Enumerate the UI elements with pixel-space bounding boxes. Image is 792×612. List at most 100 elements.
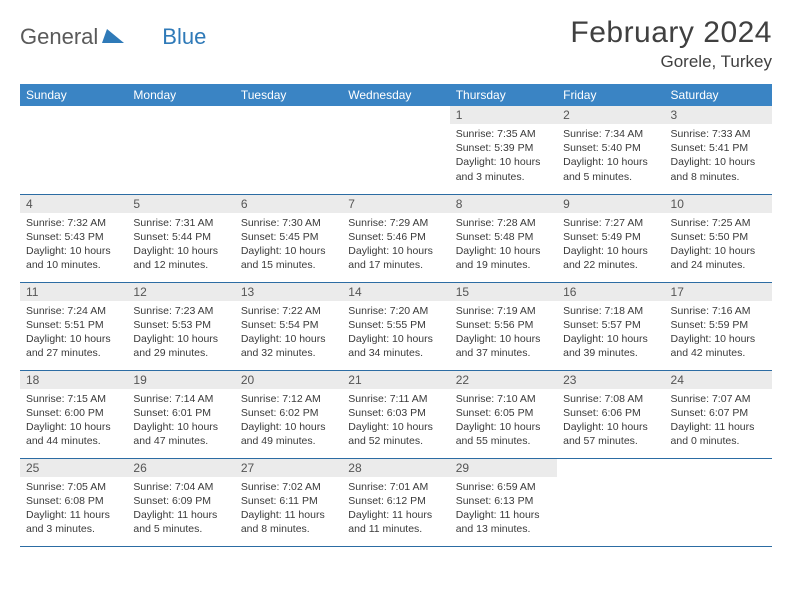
day-number: 18 [20, 371, 127, 389]
day-cell: 22Sunrise: 7:10 AMSunset: 6:05 PMDayligh… [450, 370, 557, 458]
day-data: Sunrise: 7:22 AMSunset: 5:54 PMDaylight:… [235, 301, 342, 365]
day-data: Sunrise: 7:25 AMSunset: 5:50 PMDaylight:… [665, 213, 772, 277]
day-cell: 6Sunrise: 7:30 AMSunset: 5:45 PMDaylight… [235, 194, 342, 282]
day-cell: 5Sunrise: 7:31 AMSunset: 5:44 PMDaylight… [127, 194, 234, 282]
day-cell: 19Sunrise: 7:14 AMSunset: 6:01 PMDayligh… [127, 370, 234, 458]
day-cell: 15Sunrise: 7:19 AMSunset: 5:56 PMDayligh… [450, 282, 557, 370]
day-cell: 20Sunrise: 7:12 AMSunset: 6:02 PMDayligh… [235, 370, 342, 458]
day-number: 12 [127, 283, 234, 301]
day-cell: 26Sunrise: 7:04 AMSunset: 6:09 PMDayligh… [127, 458, 234, 546]
day-data: Sunrise: 7:31 AMSunset: 5:44 PMDaylight:… [127, 213, 234, 277]
day-data: Sunrise: 7:27 AMSunset: 5:49 PMDaylight:… [557, 213, 664, 277]
day-number: 10 [665, 195, 772, 213]
day-cell: 25Sunrise: 7:05 AMSunset: 6:08 PMDayligh… [20, 458, 127, 546]
day-cell: 16Sunrise: 7:18 AMSunset: 5:57 PMDayligh… [557, 282, 664, 370]
day-data: Sunrise: 7:11 AMSunset: 6:03 PMDaylight:… [342, 389, 449, 453]
day-cell: 17Sunrise: 7:16 AMSunset: 5:59 PMDayligh… [665, 282, 772, 370]
dow-thu: Thursday [450, 84, 557, 106]
title-block: February 2024 Gorele, Turkey [570, 16, 772, 72]
dow-wed: Wednesday [342, 84, 449, 106]
day-cell: 2Sunrise: 7:34 AMSunset: 5:40 PMDaylight… [557, 106, 664, 194]
day-cell: 8Sunrise: 7:28 AMSunset: 5:48 PMDaylight… [450, 194, 557, 282]
logo-blue: Blue [162, 24, 206, 50]
day-cell [20, 106, 127, 194]
day-number: 19 [127, 371, 234, 389]
day-data: Sunrise: 7:15 AMSunset: 6:00 PMDaylight:… [20, 389, 127, 453]
day-cell: 1Sunrise: 7:35 AMSunset: 5:39 PMDaylight… [450, 106, 557, 194]
day-number: 28 [342, 459, 449, 477]
day-cell: 12Sunrise: 7:23 AMSunset: 5:53 PMDayligh… [127, 282, 234, 370]
day-cell [342, 106, 449, 194]
day-number: 24 [665, 371, 772, 389]
day-cell: 9Sunrise: 7:27 AMSunset: 5:49 PMDaylight… [557, 194, 664, 282]
day-number: 27 [235, 459, 342, 477]
day-data: Sunrise: 7:19 AMSunset: 5:56 PMDaylight:… [450, 301, 557, 365]
day-number: 26 [127, 459, 234, 477]
day-data: Sunrise: 7:32 AMSunset: 5:43 PMDaylight:… [20, 213, 127, 277]
day-number: 29 [450, 459, 557, 477]
day-data: Sunrise: 7:24 AMSunset: 5:51 PMDaylight:… [20, 301, 127, 365]
week-row: 11Sunrise: 7:24 AMSunset: 5:51 PMDayligh… [20, 282, 772, 370]
dow-row: Sunday Monday Tuesday Wednesday Thursday… [20, 84, 772, 106]
day-cell: 18Sunrise: 7:15 AMSunset: 6:00 PMDayligh… [20, 370, 127, 458]
day-data: Sunrise: 7:35 AMSunset: 5:39 PMDaylight:… [450, 124, 557, 188]
day-cell: 24Sunrise: 7:07 AMSunset: 6:07 PMDayligh… [665, 370, 772, 458]
day-data: Sunrise: 7:04 AMSunset: 6:09 PMDaylight:… [127, 477, 234, 541]
day-number: 1 [450, 106, 557, 124]
day-data: Sunrise: 6:59 AMSunset: 6:13 PMDaylight:… [450, 477, 557, 541]
day-number: 9 [557, 195, 664, 213]
day-number: 7 [342, 195, 449, 213]
day-number: 3 [665, 106, 772, 124]
day-data: Sunrise: 7:05 AMSunset: 6:08 PMDaylight:… [20, 477, 127, 541]
day-cell: 28Sunrise: 7:01 AMSunset: 6:12 PMDayligh… [342, 458, 449, 546]
day-data: Sunrise: 7:08 AMSunset: 6:06 PMDaylight:… [557, 389, 664, 453]
week-row: 18Sunrise: 7:15 AMSunset: 6:00 PMDayligh… [20, 370, 772, 458]
day-number: 22 [450, 371, 557, 389]
day-cell [127, 106, 234, 194]
day-cell [235, 106, 342, 194]
day-number: 15 [450, 283, 557, 301]
day-number: 21 [342, 371, 449, 389]
month-title: February 2024 [570, 16, 772, 50]
day-data: Sunrise: 7:34 AMSunset: 5:40 PMDaylight:… [557, 124, 664, 188]
day-data: Sunrise: 7:20 AMSunset: 5:55 PMDaylight:… [342, 301, 449, 365]
day-number: 2 [557, 106, 664, 124]
day-data: Sunrise: 7:14 AMSunset: 6:01 PMDaylight:… [127, 389, 234, 453]
day-cell [665, 458, 772, 546]
day-number: 20 [235, 371, 342, 389]
day-number: 17 [665, 283, 772, 301]
day-number: 6 [235, 195, 342, 213]
logo: General Blue [20, 16, 206, 50]
week-row: 25Sunrise: 7:05 AMSunset: 6:08 PMDayligh… [20, 458, 772, 546]
day-cell [557, 458, 664, 546]
day-number: 4 [20, 195, 127, 213]
day-data: Sunrise: 7:23 AMSunset: 5:53 PMDaylight:… [127, 301, 234, 365]
logo-triangle-icon [102, 27, 124, 48]
dow-mon: Monday [127, 84, 234, 106]
day-cell: 7Sunrise: 7:29 AMSunset: 5:46 PMDaylight… [342, 194, 449, 282]
day-cell: 29Sunrise: 6:59 AMSunset: 6:13 PMDayligh… [450, 458, 557, 546]
day-number: 14 [342, 283, 449, 301]
location: Gorele, Turkey [570, 52, 772, 72]
day-number: 16 [557, 283, 664, 301]
day-cell: 3Sunrise: 7:33 AMSunset: 5:41 PMDaylight… [665, 106, 772, 194]
day-number: 13 [235, 283, 342, 301]
day-number: 8 [450, 195, 557, 213]
day-cell: 11Sunrise: 7:24 AMSunset: 5:51 PMDayligh… [20, 282, 127, 370]
week-row: 4Sunrise: 7:32 AMSunset: 5:43 PMDaylight… [20, 194, 772, 282]
day-data: Sunrise: 7:30 AMSunset: 5:45 PMDaylight:… [235, 213, 342, 277]
calendar-table: Sunday Monday Tuesday Wednesday Thursday… [20, 84, 772, 547]
day-data: Sunrise: 7:02 AMSunset: 6:11 PMDaylight:… [235, 477, 342, 541]
dow-sun: Sunday [20, 84, 127, 106]
day-data: Sunrise: 7:29 AMSunset: 5:46 PMDaylight:… [342, 213, 449, 277]
logo-general: General [20, 24, 98, 50]
day-data: Sunrise: 7:33 AMSunset: 5:41 PMDaylight:… [665, 124, 772, 188]
day-data: Sunrise: 7:07 AMSunset: 6:07 PMDaylight:… [665, 389, 772, 453]
day-cell: 10Sunrise: 7:25 AMSunset: 5:50 PMDayligh… [665, 194, 772, 282]
day-number: 25 [20, 459, 127, 477]
day-data: Sunrise: 7:18 AMSunset: 5:57 PMDaylight:… [557, 301, 664, 365]
day-cell: 4Sunrise: 7:32 AMSunset: 5:43 PMDaylight… [20, 194, 127, 282]
day-number: 11 [20, 283, 127, 301]
day-data: Sunrise: 7:28 AMSunset: 5:48 PMDaylight:… [450, 213, 557, 277]
day-cell: 23Sunrise: 7:08 AMSunset: 6:06 PMDayligh… [557, 370, 664, 458]
